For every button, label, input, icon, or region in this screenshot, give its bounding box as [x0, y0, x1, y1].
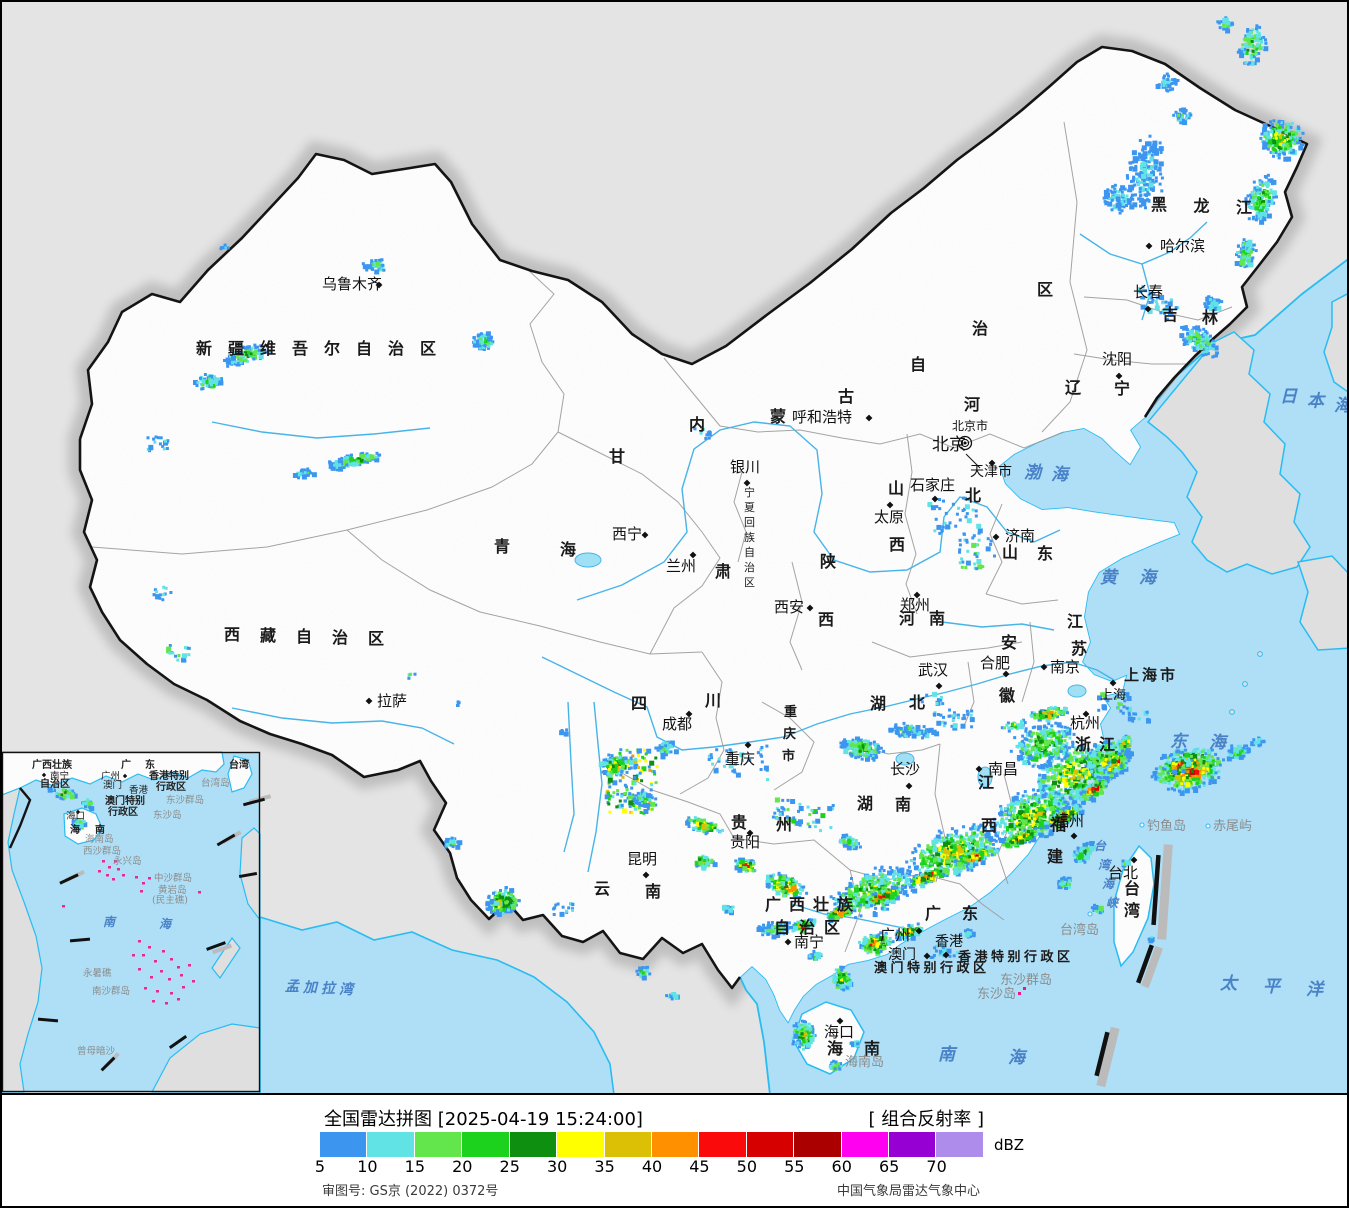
- dbz-colorbar: [320, 1132, 984, 1157]
- dbz-unit-label: dBZ: [994, 1136, 1025, 1154]
- dbz-swatch-5: [320, 1132, 367, 1157]
- dbz-tick-30: 30: [546, 1157, 568, 1176]
- dbz-swatch-50: [746, 1132, 794, 1157]
- dbz-swatch-40: [651, 1132, 699, 1157]
- legend-panel: 全国雷达拼图 [2025-04-19 15:24:00] [ 组合反射率 ] 5…: [2, 1093, 1347, 1206]
- dbz-swatch-30: [557, 1132, 604, 1157]
- dbz-tick-35: 35: [594, 1157, 615, 1176]
- product-type-label: [ 组合反射率 ]: [868, 1109, 985, 1130]
- city-labels: 乌鲁木齐哈尔滨长春沈阳北京北京市天津市石家庄太原济南郑州呼和浩特银川西宁兰州西安…: [322, 237, 1205, 1041]
- province-labels: 黑龙江吉 林辽 宁内 蒙古自治区新疆维吾尔自治区西藏自治区青 海甘肃宁夏回族自治区陕西山…: [196, 195, 1252, 1058]
- dbz-swatch-15: [414, 1132, 462, 1157]
- national-border: [78, 45, 1309, 990]
- dbz-tick-20: 20: [452, 1157, 473, 1176]
- agency-credit: 中国气象局雷达气象中心: [836, 1184, 980, 1199]
- dbz-tick-40: 40: [641, 1157, 663, 1176]
- sea-labels: 渤海黄海东海日本海南海太平洋孟加拉湾台湾海峡: [285, 387, 1347, 1068]
- dbz-tick-15: 15: [404, 1157, 426, 1176]
- dbz-tick-65: 65: [878, 1157, 900, 1176]
- dbz-swatch-60: [841, 1132, 889, 1157]
- dbz-tick-50: 50: [736, 1157, 758, 1176]
- dbz-tick-55: 55: [784, 1157, 805, 1176]
- dbz-tick-70: 70: [926, 1157, 947, 1176]
- dbz-tick-10: 10: [357, 1157, 378, 1176]
- radar-echoes: [146, 16, 1305, 1071]
- dbz-swatch-20: [462, 1132, 509, 1157]
- dbz-tick-60: 60: [831, 1157, 852, 1176]
- dbz-swatch-35: [604, 1132, 651, 1157]
- dbz-tick-25: 25: [499, 1157, 520, 1176]
- dbz-swatch-25: [509, 1132, 557, 1157]
- map-title: 全国雷达拼图 [2025-04-19 15:24:00]: [324, 1109, 643, 1130]
- dbz-swatch-55: [794, 1132, 841, 1157]
- nine-dash-line: [1018, 844, 1173, 1088]
- dbz-tick-45: 45: [689, 1157, 710, 1176]
- islands: [792, 822, 1211, 1075]
- map-review-number: 审图号: GS京 (2022) 0372号: [322, 1184, 499, 1199]
- dbz-swatch-10: [367, 1132, 414, 1157]
- dbz-swatch-45: [699, 1132, 746, 1157]
- dbz-swatch-70: [936, 1132, 983, 1157]
- dbz-swatch-65: [889, 1132, 936, 1157]
- dbz-tick-5: 5: [314, 1157, 326, 1176]
- china-radar-svg: 黑龙江吉 林辽 宁内 蒙古自治区新疆维吾尔自治区西藏自治区青 海甘肃宁夏回族自治区陕西山…: [2, 2, 1347, 1093]
- rivers: [211, 221, 1208, 930]
- foreign-land: [1146, 293, 1347, 767]
- radar-map: 黑龙江吉林辽宁内蒙古自治区新疆维吾尔自治区西藏自治区青海甘肃宁夏回族自治区陕西山…: [2, 2, 1347, 1093]
